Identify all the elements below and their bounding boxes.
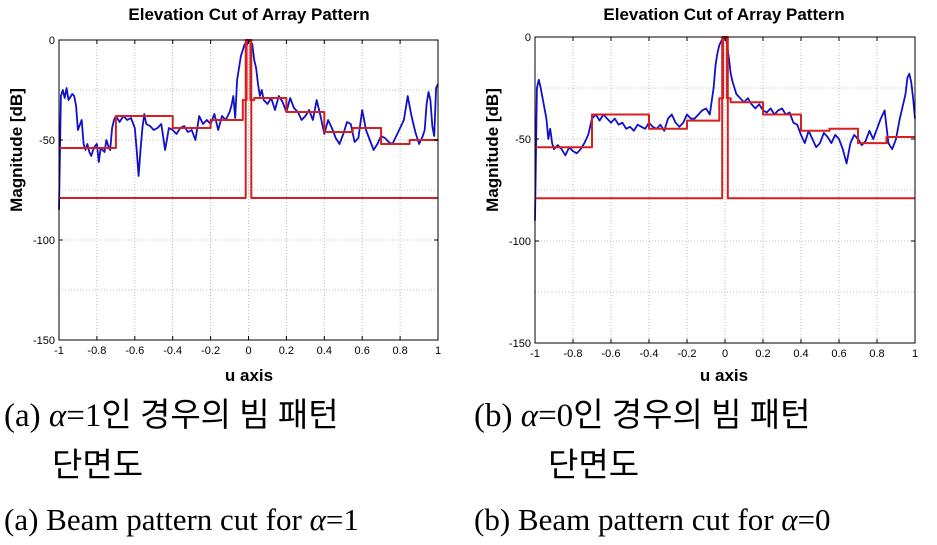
caption-rest: 인 경우의 빔 패턴	[573, 398, 811, 434]
y-tick-label: -150	[509, 338, 531, 350]
chart-title: Elevation Cut of Array Pattern	[603, 5, 844, 24]
x-tick-label: 0.8	[392, 345, 407, 357]
x-tick-label: -0.6	[125, 345, 144, 357]
alpha-symbol: α	[781, 502, 798, 537]
caption-prefix: (b)	[474, 398, 521, 434]
chart-b: Elevation Cut of Array Pattern Magnitude…	[483, 5, 918, 385]
x-tick-label: -0.4	[640, 348, 659, 360]
x-tick-label: 1	[435, 345, 441, 357]
panel-a: Elevation Cut of Array Pattern Magnitude…	[0, 0, 468, 545]
x-tick-label: 0.6	[831, 348, 846, 360]
caption-en-b: (b) Beam pattern cut for α=0	[474, 504, 831, 535]
caption-rest: 인 경우의 빔 패턴	[101, 398, 339, 434]
x-tick-label: 0.2	[279, 345, 294, 357]
x-axis-label: u axis	[225, 366, 273, 385]
y-tick-label: -100	[33, 235, 55, 247]
x-tick-label: 0	[245, 345, 251, 357]
y-tick-label: 0	[49, 35, 55, 47]
x-tick-label: -0.4	[163, 345, 182, 357]
alpha-symbol: α	[309, 502, 326, 537]
x-axis-label: u axis	[700, 366, 748, 385]
y-tick-label: -50	[515, 134, 531, 146]
caption-ko-b: (b) α=0인 경우의 빔 패턴	[474, 400, 810, 433]
caption-value: =1	[66, 398, 102, 434]
y-tick-label: -100	[509, 236, 531, 248]
x-tick-label: 0.8	[869, 348, 884, 360]
caption-en-prefix: (a) Beam pattern cut for	[4, 502, 310, 537]
caption-ko-line2-a: 단면도	[52, 448, 144, 484]
y-tick-label: -50	[39, 135, 55, 147]
y-tick-label: 0	[525, 32, 531, 44]
caption-ko-a: (a) α=1인 경우의 빔 패턴	[4, 400, 339, 433]
x-tick-label: 0.4	[793, 348, 808, 360]
y-axis-label: Magnitude [dB]	[7, 88, 26, 212]
caption-en-a: (a) Beam pattern cut for α=1	[4, 504, 359, 535]
x-tick-label: -0.2	[678, 348, 697, 360]
caption-ko-line2-b: 단면도	[548, 448, 640, 484]
pattern-line	[58, 39, 439, 211]
x-tick-label: 1	[912, 348, 918, 360]
panel-b: Elevation Cut of Array Pattern Magnitude…	[474, 0, 937, 545]
x-tick-label: 0.6	[355, 345, 370, 357]
caption-value: =0	[538, 398, 574, 434]
x-tick-label: 0.2	[755, 348, 770, 360]
x-tick-label: -1	[54, 345, 64, 357]
chart-a: Elevation Cut of Array Pattern Magnitude…	[7, 5, 441, 385]
chart-title: Elevation Cut of Array Pattern	[128, 5, 369, 24]
alpha-symbol: α	[520, 398, 539, 434]
caption-en-value: =1	[325, 502, 359, 537]
x-tick-label: -0.8	[564, 348, 583, 360]
x-tick-label: -0.6	[602, 348, 621, 360]
x-tick-label: 0	[722, 348, 728, 360]
x-tick-label: 0.4	[317, 345, 332, 357]
x-tick-label: -0.2	[201, 345, 220, 357]
y-axis-label: Magnitude [dB]	[483, 88, 502, 212]
x-tick-label: -0.8	[87, 345, 106, 357]
caption-prefix: (a)	[4, 398, 49, 434]
grid	[534, 37, 916, 343]
alpha-symbol: α	[48, 398, 67, 434]
y-tick-label: -150	[33, 335, 55, 347]
caption-en-prefix: (b) Beam pattern cut for	[474, 502, 782, 537]
caption-en-value: =0	[797, 502, 831, 537]
x-tick-label: -1	[530, 348, 540, 360]
